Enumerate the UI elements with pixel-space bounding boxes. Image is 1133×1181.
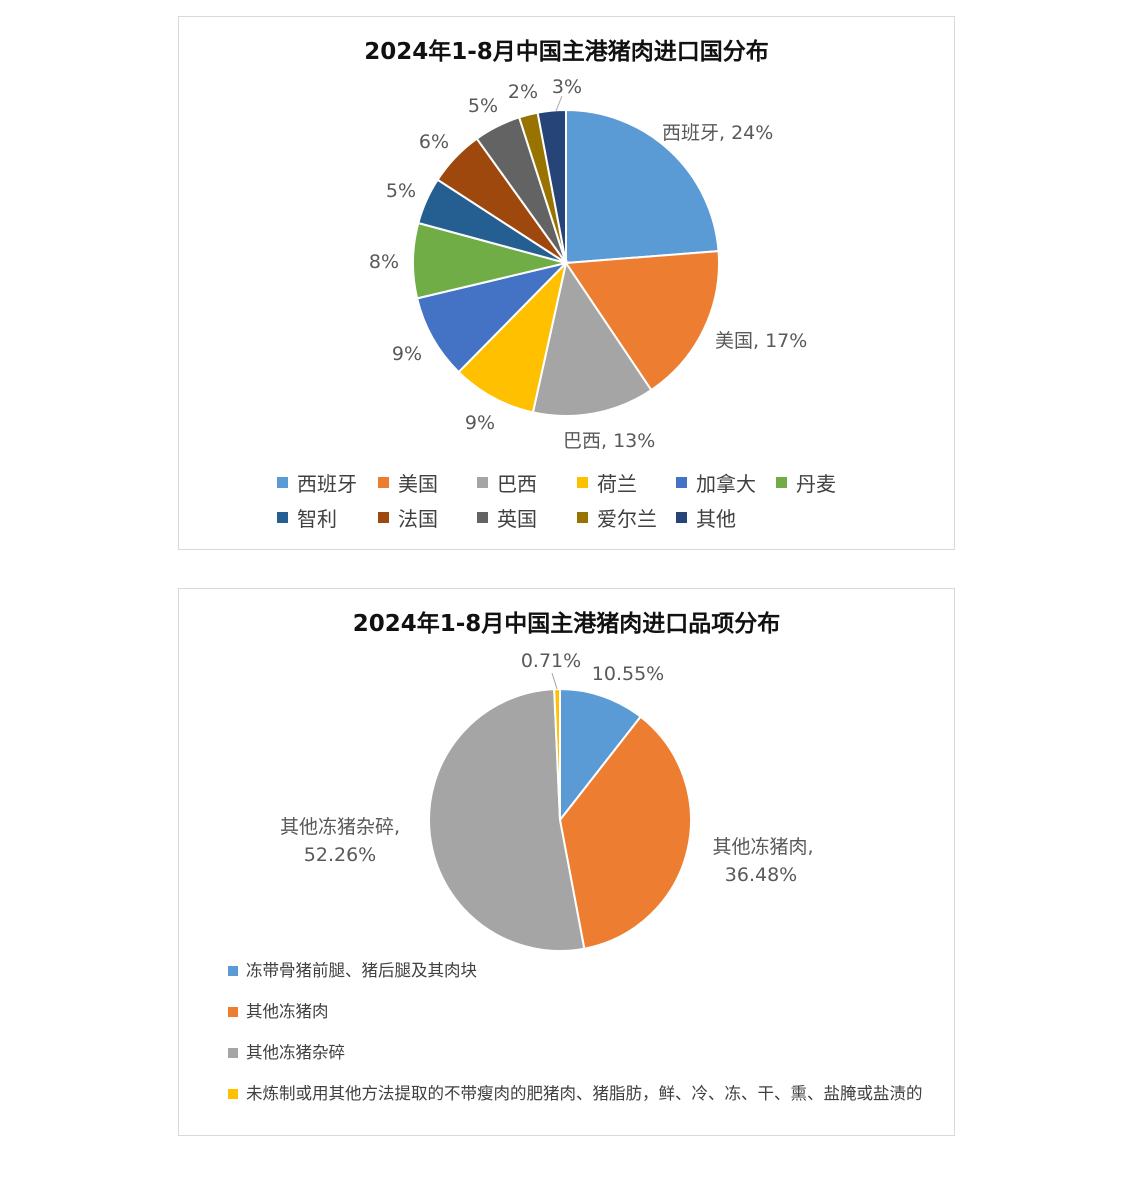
chart-1-slice-1 [564, 250, 720, 392]
chart-2-legend-item-3: 未炼制或用其他方法提取的不带瘦肉的肥猪肉、猪脂肪，鲜、冷、冻、干、熏、盐腌或盐渍… [228, 1082, 928, 1105]
legend-swatch [676, 477, 687, 488]
legend-swatch [477, 477, 488, 488]
legend-label: 其他 [696, 507, 736, 531]
legend-swatch [776, 477, 787, 488]
legend-label: 其他冻猪杂碎 [246, 1043, 345, 1062]
chart-1-data-label-6: 5% [386, 180, 416, 202]
legend-swatch [228, 1007, 238, 1017]
chart-1-data-label-9: 2% [508, 81, 538, 103]
chart-2-slice-1 [558, 715, 692, 950]
chart-2-data-label-1-0: 其他冻猪肉, [712, 836, 813, 858]
legend-label: 西班牙 [297, 472, 357, 496]
chart-2-slice-2 [428, 688, 586, 952]
legend-label: 其他冻猪肉 [246, 1002, 329, 1021]
legend-swatch [378, 477, 389, 488]
chart-1-legend-item-4: 加拿大 [676, 468, 756, 497]
chart-1-data-label-1: 美国, 17% [715, 330, 807, 352]
legend-swatch [477, 512, 488, 523]
chart-2-data-label-3-0: 0.71% [521, 650, 581, 672]
chart-1-legend-item-3: 荷兰 [577, 468, 637, 497]
legend-swatch [277, 477, 288, 488]
chart-1-legend-item-6: 智利 [277, 503, 337, 532]
legend-label: 加拿大 [696, 472, 756, 496]
chart-1-legend-item-9: 爱尔兰 [577, 503, 657, 532]
chart-2-legend-item-1: 其他冻猪肉 [228, 1000, 928, 1023]
chart-2-slice-0 [559, 687, 643, 823]
legend-label: 美国 [398, 472, 438, 496]
chart-1-data-label-0: 西班牙, 24% [662, 122, 773, 144]
legend-swatch [577, 512, 588, 523]
legend-label: 荷兰 [597, 472, 637, 496]
chart-1-leader-line [555, 95, 563, 112]
chart-1-legend-item-0: 西班牙 [277, 468, 357, 497]
chart-2-data-label-2-0: 其他冻猪杂碎, [280, 816, 400, 838]
chart-1-title: 2024年1-8月中国主港猪肉进口国分布 [364, 39, 769, 65]
chart-1-slice-3 [457, 259, 568, 414]
legend-swatch [228, 1048, 238, 1058]
chart-1-slice-0 [565, 108, 720, 265]
chart-2-slice-3 [553, 687, 561, 821]
legend-swatch [228, 1089, 238, 1099]
chart-1-slice-10 [536, 108, 567, 264]
chart-1-data-label-2: 巴西, 13% [563, 430, 655, 452]
legend-swatch [228, 966, 238, 976]
chart-2-legend-item-0: 冻带骨猪前腿、猪后腿及其肉块 [228, 959, 928, 982]
chart-1-legend-item-1: 美国 [378, 468, 438, 497]
chart-2-leader-line [551, 672, 558, 690]
chart-2-title: 2024年1-8月中国主港猪肉进口品项分布 [352, 611, 781, 637]
legend-label: 智利 [297, 507, 337, 531]
chart-1-legend-item-10: 其他 [676, 503, 736, 532]
chart-2-legend-item-2: 其他冻猪杂碎 [228, 1041, 928, 1064]
chart-1-data-label-3: 9% [465, 412, 495, 434]
chart-1-data-label-5: 8% [369, 251, 399, 273]
chart-2-data-label-1-1: 36.48% [725, 864, 797, 886]
legend-label: 丹麦 [796, 472, 836, 496]
legend-label: 英国 [497, 507, 537, 531]
chart-1-legend-item-5: 丹麦 [776, 468, 836, 497]
chart-1-legend-item-2: 巴西 [477, 468, 537, 497]
legend-swatch [676, 512, 687, 523]
chart-1-data-label-7: 6% [419, 131, 449, 153]
legend-label: 冻带骨猪前腿、猪后腿及其肉块 [246, 961, 477, 980]
chart-1-legend-item-7: 法国 [378, 503, 438, 532]
chart-1-legend-item-8: 英国 [477, 503, 537, 532]
chart-1-data-label-8: 5% [468, 95, 498, 117]
legend-swatch [577, 477, 588, 488]
legend-label: 未炼制或用其他方法提取的不带瘦肉的肥猪肉、猪脂肪，鲜、冷、冻、干、熏、盐腌或盐渍… [246, 1084, 923, 1103]
legend-label: 爱尔兰 [597, 507, 657, 531]
legend-label: 法国 [398, 507, 438, 531]
chart-1-data-label-10: 3% [552, 76, 582, 98]
legend-swatch [277, 512, 288, 523]
legend-swatch [378, 512, 389, 523]
chart-2-data-label-0-0: 10.55% [592, 663, 664, 685]
chart-2-data-label-2-1: 52.26% [304, 844, 376, 866]
chart-1-data-label-4: 9% [392, 343, 422, 365]
legend-label: 巴西 [497, 472, 537, 496]
chart-1-slice-2 [531, 260, 653, 417]
